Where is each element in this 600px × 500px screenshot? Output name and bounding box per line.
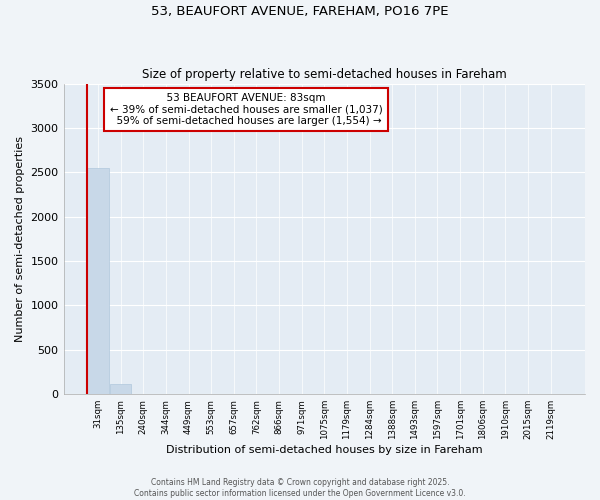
Y-axis label: Number of semi-detached properties: Number of semi-detached properties xyxy=(15,136,25,342)
Title: Size of property relative to semi-detached houses in Fareham: Size of property relative to semi-detach… xyxy=(142,68,506,81)
Text: 53, BEAUFORT AVENUE, FAREHAM, PO16 7PE: 53, BEAUFORT AVENUE, FAREHAM, PO16 7PE xyxy=(151,5,449,18)
Bar xyxy=(87,168,109,394)
Text: 53 BEAUFORT AVENUE: 83sqm  
← 39% of semi-detached houses are smaller (1,037)
  : 53 BEAUFORT AVENUE: 83sqm ← 39% of semi-… xyxy=(110,93,382,126)
X-axis label: Distribution of semi-detached houses by size in Fareham: Distribution of semi-detached houses by … xyxy=(166,445,482,455)
Text: Contains HM Land Registry data © Crown copyright and database right 2025.
Contai: Contains HM Land Registry data © Crown c… xyxy=(134,478,466,498)
Bar xyxy=(110,384,131,394)
